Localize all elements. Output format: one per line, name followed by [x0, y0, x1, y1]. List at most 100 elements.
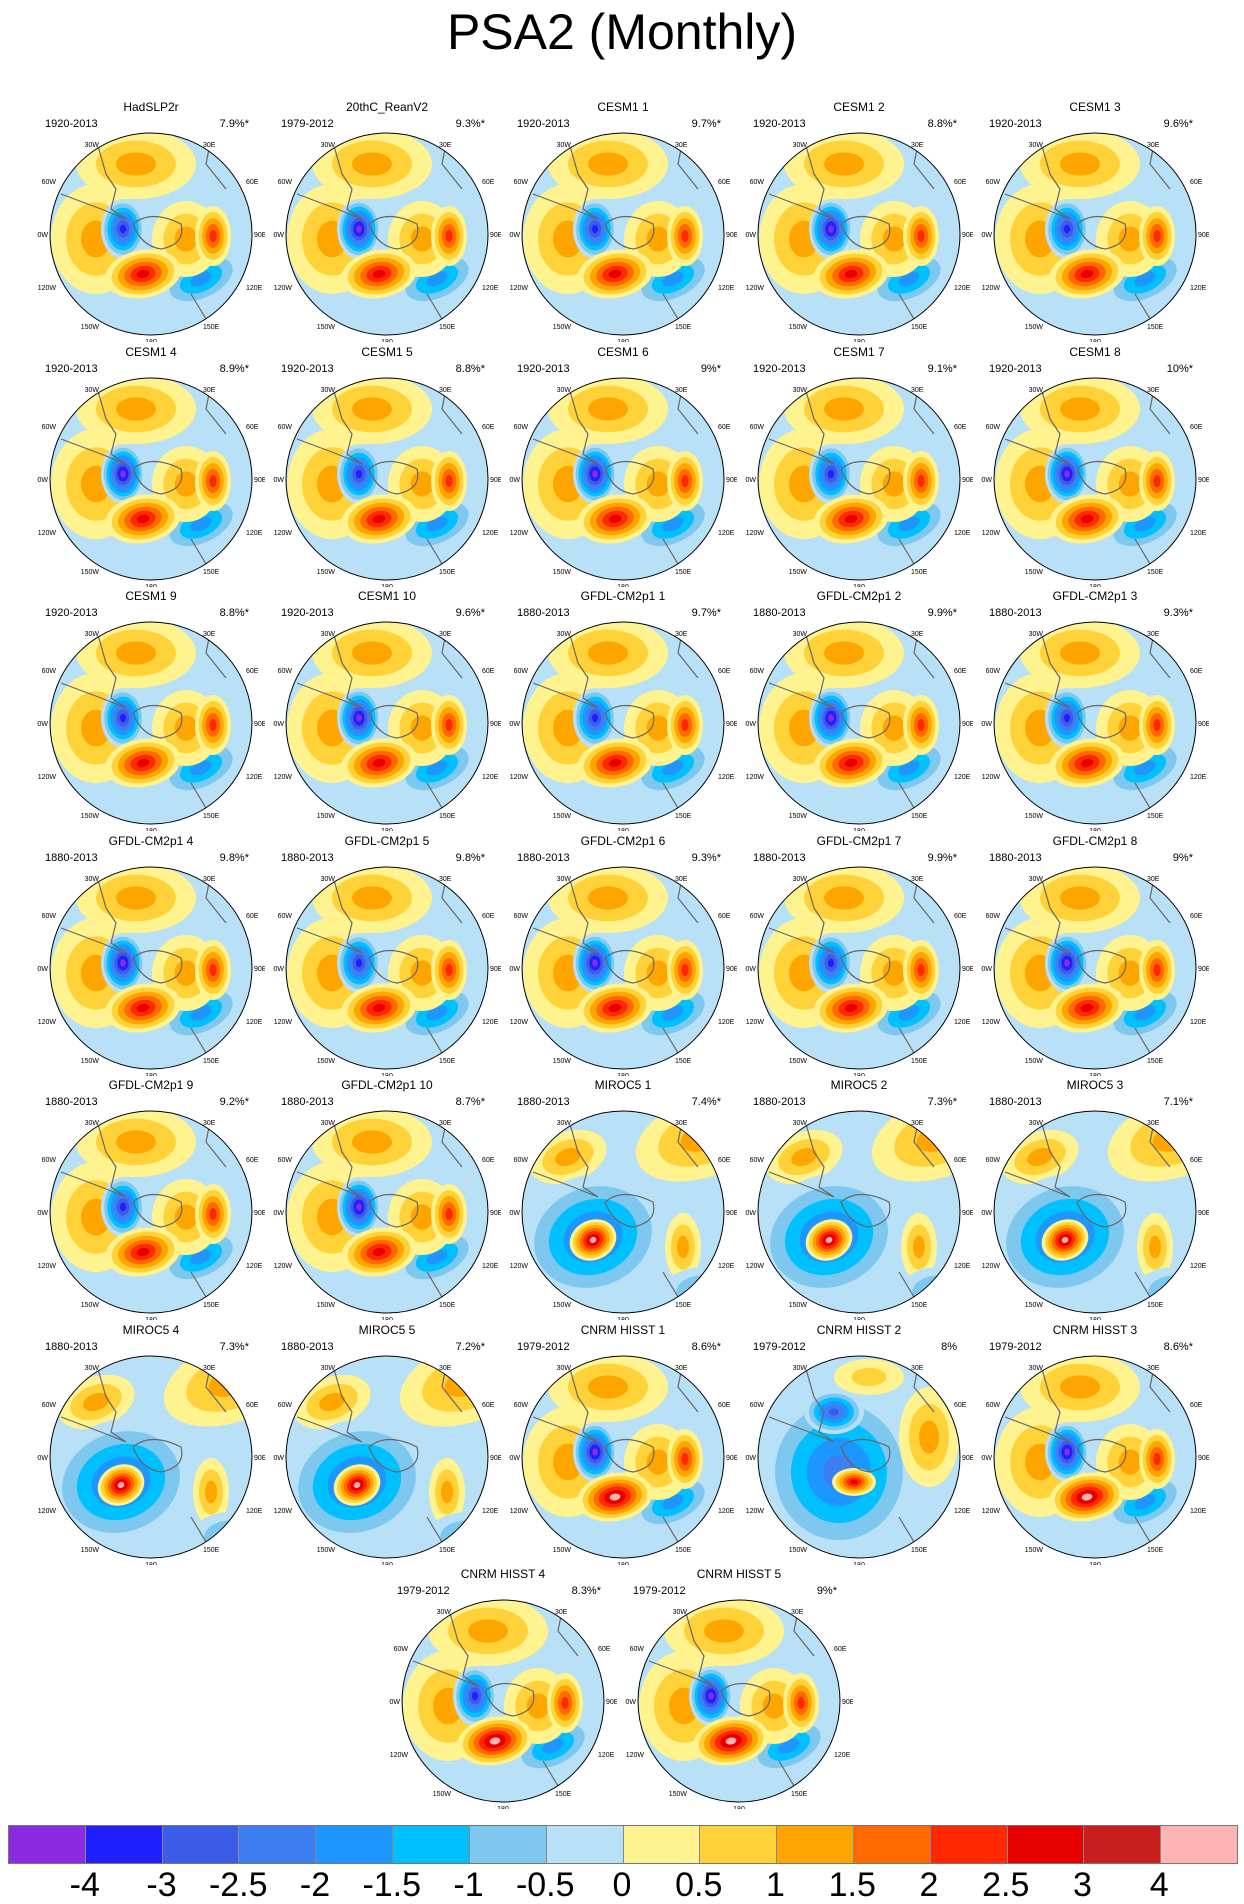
- lon-label-90w: 90W: [509, 232, 520, 239]
- lon-label-90w: 90W: [273, 1210, 284, 1217]
- contour-field: [994, 622, 1196, 824]
- lon-label-150w: 150W: [1025, 813, 1044, 820]
- lon-label-90w: 90W: [389, 1699, 400, 1706]
- lon-label-60w: 60W: [630, 1646, 645, 1653]
- panel-years: 1979-2012: [281, 118, 334, 130]
- lon-label-120e: 120E: [598, 1752, 615, 1759]
- lon-label-90e: 90E: [726, 966, 737, 973]
- lon-label-30e: 30E: [791, 1609, 804, 1616]
- lon-label-180: 180: [617, 828, 629, 831]
- contour-field: [286, 866, 488, 1069]
- colorbar-tick-label: -1: [453, 1866, 484, 1904]
- panel-years: 1920-2013: [517, 362, 570, 375]
- lon-label-150w: 150W: [789, 1547, 808, 1554]
- lon-label-60e: 60E: [954, 424, 967, 431]
- map-panel: CESM1 1 1920-2013 9.7%* 0 30W 30E 60W 60E 90W 90E…: [509, 100, 737, 342]
- lon-label-60w: 60W: [986, 1157, 1001, 1164]
- lon-label-90e: 90E: [1198, 1455, 1209, 1462]
- lon-label-60e: 60E: [954, 1402, 967, 1409]
- lon-label-60e: 60E: [718, 913, 731, 920]
- colorbar-swatch: [162, 1826, 240, 1863]
- lon-label-180: 180: [617, 584, 629, 587]
- panel-variance: 8.7%*: [455, 1096, 485, 1108]
- panel-title: GFDL-CM2p1 8: [1052, 833, 1138, 848]
- lon-label-150e: 150E: [675, 1547, 692, 1554]
- lon-label-90e: 90E: [962, 1455, 973, 1462]
- lon-label-0: 0: [385, 1108, 389, 1110]
- lon-label-60w: 60W: [514, 179, 529, 186]
- lon-label-150e: 150E: [791, 1791, 808, 1798]
- lon-label-180: 180: [617, 1317, 629, 1320]
- lon-label-0: 0: [621, 375, 625, 377]
- lon-label-120w: 120W: [274, 530, 293, 537]
- lon-label-60w: 60W: [394, 1646, 409, 1653]
- lon-label-120w: 120W: [510, 530, 529, 537]
- panel-variance: 9.7%*: [691, 607, 721, 619]
- lon-label-60w: 60W: [986, 1402, 1001, 1409]
- lon-label-30e: 30E: [675, 142, 688, 149]
- lon-label-60e: 60E: [1190, 179, 1203, 186]
- lon-label-150w: 150W: [81, 324, 100, 331]
- panel-years: 1880-2013: [45, 851, 98, 864]
- lon-label-120w: 120W: [510, 774, 529, 781]
- lon-label-60w: 60W: [750, 913, 765, 920]
- panel-years: 1880-2013: [989, 851, 1042, 864]
- panel-variance: 8.3%*: [571, 1585, 601, 1597]
- panel-variance: 9.8%*: [219, 851, 249, 864]
- contour-field: [402, 1600, 604, 1802]
- lon-label-150e: 150E: [1147, 1302, 1164, 1309]
- lon-label-0: 0: [501, 1597, 505, 1599]
- panel-variance: 9.8%*: [455, 851, 485, 864]
- lon-label-180: 180: [733, 1806, 745, 1809]
- lon-label-0: 0: [857, 1353, 861, 1355]
- lon-label-150e: 150E: [911, 1547, 928, 1554]
- lon-label-0: 0: [857, 864, 861, 866]
- panel-years: 1880-2013: [989, 1096, 1042, 1108]
- lon-label-0: 0: [737, 1597, 741, 1599]
- panel-years: 1920-2013: [45, 362, 98, 375]
- lon-label-180: 180: [497, 1806, 509, 1809]
- panel-years: 1920-2013: [989, 362, 1042, 375]
- lon-label-90e: 90E: [606, 1699, 617, 1706]
- lon-label-0: 0: [385, 864, 389, 866]
- lon-label-30w: 30W: [321, 142, 336, 149]
- contour-field: [522, 1111, 724, 1313]
- lon-label-30w: 30W: [85, 876, 100, 883]
- polar-map: 0 30W 30E 60W 60E 90W 90E 120W 120E 150W 150E 180: [273, 864, 501, 1076]
- panel-title: GFDL-CM2p1 4: [108, 833, 194, 848]
- panel-title: GFDL-CM2p1 5: [344, 833, 430, 848]
- lon-label-150w: 150W: [669, 1791, 688, 1798]
- lon-label-180: 180: [145, 1562, 157, 1565]
- lon-label-150w: 150W: [317, 1547, 336, 1554]
- lon-label-30e: 30E: [1147, 142, 1160, 149]
- polar-map: 0 30W 30E 60W 60E 90W 90E 120W 120E 150W 150E 180: [509, 864, 737, 1076]
- lon-label-90w: 90W: [273, 721, 284, 728]
- lon-label-120e: 120E: [1190, 1508, 1207, 1515]
- lon-label-150w: 150W: [553, 569, 572, 576]
- map-panel: HadSLP2r 1920-2013 7.9%* 0 30W 30E 60W 60E 90W 90…: [37, 100, 265, 342]
- contour-field: [638, 1600, 840, 1802]
- panel-variance: 8.8%*: [219, 607, 249, 619]
- lon-label-150w: 150W: [789, 324, 808, 331]
- lon-label-120w: 120W: [982, 1019, 1001, 1026]
- lon-label-150e: 150E: [675, 1302, 692, 1309]
- lon-label-30e: 30E: [675, 387, 688, 394]
- lon-label-60w: 60W: [514, 424, 529, 431]
- lon-label-30w: 30W: [85, 631, 100, 638]
- lon-label-30e: 30E: [911, 1120, 924, 1127]
- lon-label-60w: 60W: [278, 668, 293, 675]
- lon-label-120w: 120W: [274, 1019, 293, 1026]
- lon-label-120e: 120E: [954, 1019, 971, 1026]
- lon-label-90e: 90E: [490, 1210, 501, 1217]
- lon-label-30w: 30W: [85, 1365, 100, 1372]
- lon-label-120w: 120W: [274, 1508, 293, 1515]
- map-panel: CNRM HISST 1 1979-2012 8.6%* 0 30W 30E 60W 60E 9…: [509, 1323, 737, 1565]
- lon-label-60e: 60E: [246, 668, 259, 675]
- polar-map: 0 30W 30E 60W 60E 90W 90E 120W 120E 150W 150E 180: [745, 1353, 973, 1565]
- lon-label-120e: 120E: [954, 1508, 971, 1515]
- lon-label-120e: 120E: [246, 774, 263, 781]
- lon-label-60w: 60W: [278, 1402, 293, 1409]
- lon-label-60e: 60E: [718, 179, 731, 186]
- lon-label-30e: 30E: [675, 1365, 688, 1372]
- lon-label-60w: 60W: [514, 1402, 529, 1409]
